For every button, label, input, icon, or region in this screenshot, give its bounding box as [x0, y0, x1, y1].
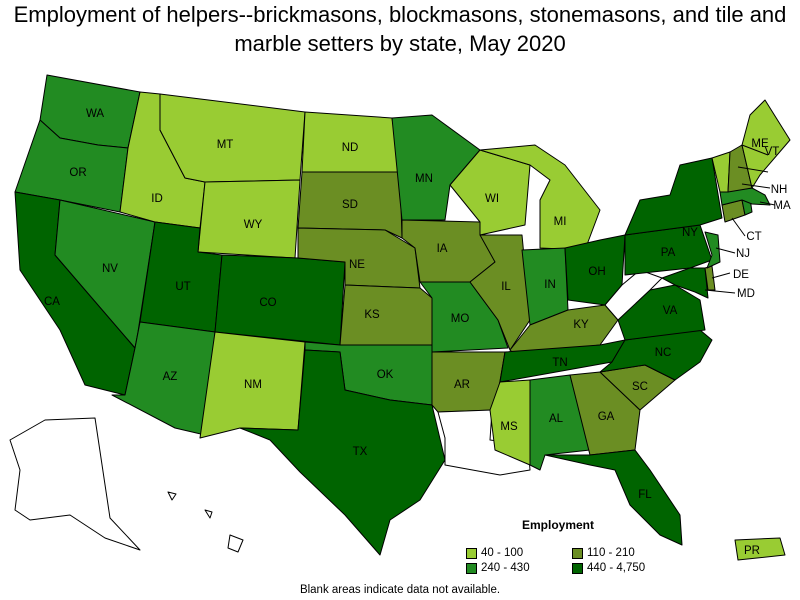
state-ny[interactable]: [624, 157, 723, 236]
state-label-md: MD: [737, 288, 755, 300]
state-label-ga: GA: [598, 411, 615, 423]
state-label-nd: ND: [342, 142, 359, 154]
state-label-wi: WI: [485, 193, 499, 205]
state-ks[interactable]: [339, 284, 433, 346]
legend-label: 40 - 100: [481, 547, 524, 559]
state-label-nm: NM: [244, 379, 262, 391]
small-state-callouts: [704, 144, 776, 294]
legend-label: 240 - 430: [481, 562, 530, 574]
state-hi[interactable]: [167, 491, 244, 553]
state-label-mt: MT: [217, 139, 234, 151]
legend-item: 440 - 4,750: [572, 562, 645, 574]
state-label-wa: WA: [86, 108, 104, 120]
legend-label: 440 - 4,750: [587, 562, 646, 574]
state-label-sd: SD: [342, 199, 358, 211]
state-label-ma: MA: [773, 200, 791, 212]
state-label-mn: MN: [415, 173, 433, 185]
state-label-de: DE: [733, 269, 749, 281]
state-ma[interactable]: [719, 187, 771, 206]
state-label-ia: IA: [437, 243, 448, 255]
legend-swatch: [572, 562, 583, 574]
state-label-il: IL: [501, 281, 511, 293]
state-ms[interactable]: [489, 379, 531, 466]
state-label-wy: WY: [244, 219, 263, 231]
legend-label: 110 - 210: [587, 547, 635, 559]
state-pr[interactable]: [734, 537, 786, 561]
state-fl[interactable]: [544, 449, 683, 546]
state-label-ne: NE: [349, 259, 365, 271]
state-co[interactable]: [214, 254, 346, 346]
state-label-ca: CA: [44, 296, 60, 308]
state-label-pr: PR: [744, 545, 760, 557]
legend-title: Employment: [522, 518, 595, 532]
state-label-nc: NC: [655, 347, 672, 359]
state-label-or: OR: [69, 167, 86, 179]
state-label-oh: OH: [588, 266, 605, 278]
state-md[interactable]: [661, 267, 709, 299]
state-label-tn: TN: [552, 357, 567, 369]
state-nj[interactable]: [704, 231, 721, 269]
state-label-ok: OK: [377, 369, 394, 381]
legend-item: 40 - 100: [466, 547, 523, 559]
state-label-ar: AR: [454, 379, 470, 391]
state-label-in: IN: [544, 279, 556, 291]
legend-swatch: [466, 547, 477, 559]
state-label-id: ID: [151, 193, 163, 205]
state-tx[interactable]: [239, 349, 446, 556]
state-mt[interactable]: [159, 93, 306, 183]
state-label-mi: MI: [554, 216, 567, 228]
state-label-pa: PA: [661, 247, 676, 259]
state-label-co: CO: [259, 297, 276, 309]
state-label-fl: FL: [638, 489, 652, 501]
state-label-vt: VT: [765, 146, 780, 158]
state-label-ny: NY: [682, 227, 698, 239]
map-title: Employment of helpers--brickmasons, bloc…: [13, 2, 787, 56]
state-label-nh: NH: [771, 184, 788, 196]
state-label-tx: TX: [353, 446, 368, 458]
state-ak[interactable]: [9, 417, 141, 551]
state-label-az: AZ: [163, 371, 178, 383]
legend-item: 110 - 210: [572, 547, 635, 559]
state-label-ut: UT: [175, 281, 190, 293]
state-label-al: AL: [549, 413, 564, 425]
state-label-me: ME: [751, 138, 769, 150]
state-label-nv: NV: [102, 263, 118, 275]
state-label-nj: NJ: [736, 248, 750, 260]
state-me[interactable]: [741, 99, 791, 189]
state-label-ky: KY: [573, 319, 589, 331]
legend-item: 240 - 430: [466, 562, 530, 574]
state-il[interactable]: [469, 234, 531, 351]
footnote: Blank areas indicate data not available.: [299, 584, 501, 596]
state-label-va: VA: [663, 305, 678, 317]
state-label-ms: MS: [500, 421, 518, 433]
legend-swatch: [466, 562, 477, 574]
state-sd[interactable]: [297, 171, 403, 239]
state-label-mo: MO: [451, 313, 470, 325]
state-label-ks: KS: [364, 309, 380, 321]
state-ga[interactable]: [569, 371, 641, 456]
legend-swatch: [572, 547, 583, 559]
state-label-sc: SC: [632, 381, 648, 393]
state-label-ct: CT: [746, 231, 761, 243]
